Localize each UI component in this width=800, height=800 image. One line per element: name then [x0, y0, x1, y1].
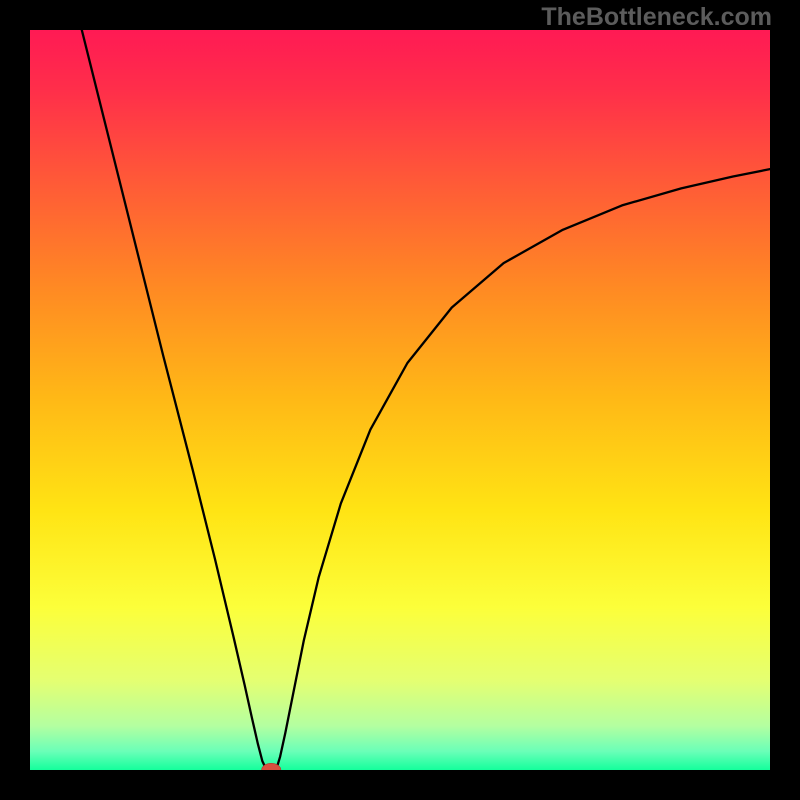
plot-area — [30, 30, 770, 770]
chart-container: TheBottleneck.com — [0, 0, 800, 800]
watermark-text: TheBottleneck.com — [541, 3, 772, 32]
bottleneck-curve — [82, 30, 770, 769]
curve-layer — [30, 30, 770, 770]
